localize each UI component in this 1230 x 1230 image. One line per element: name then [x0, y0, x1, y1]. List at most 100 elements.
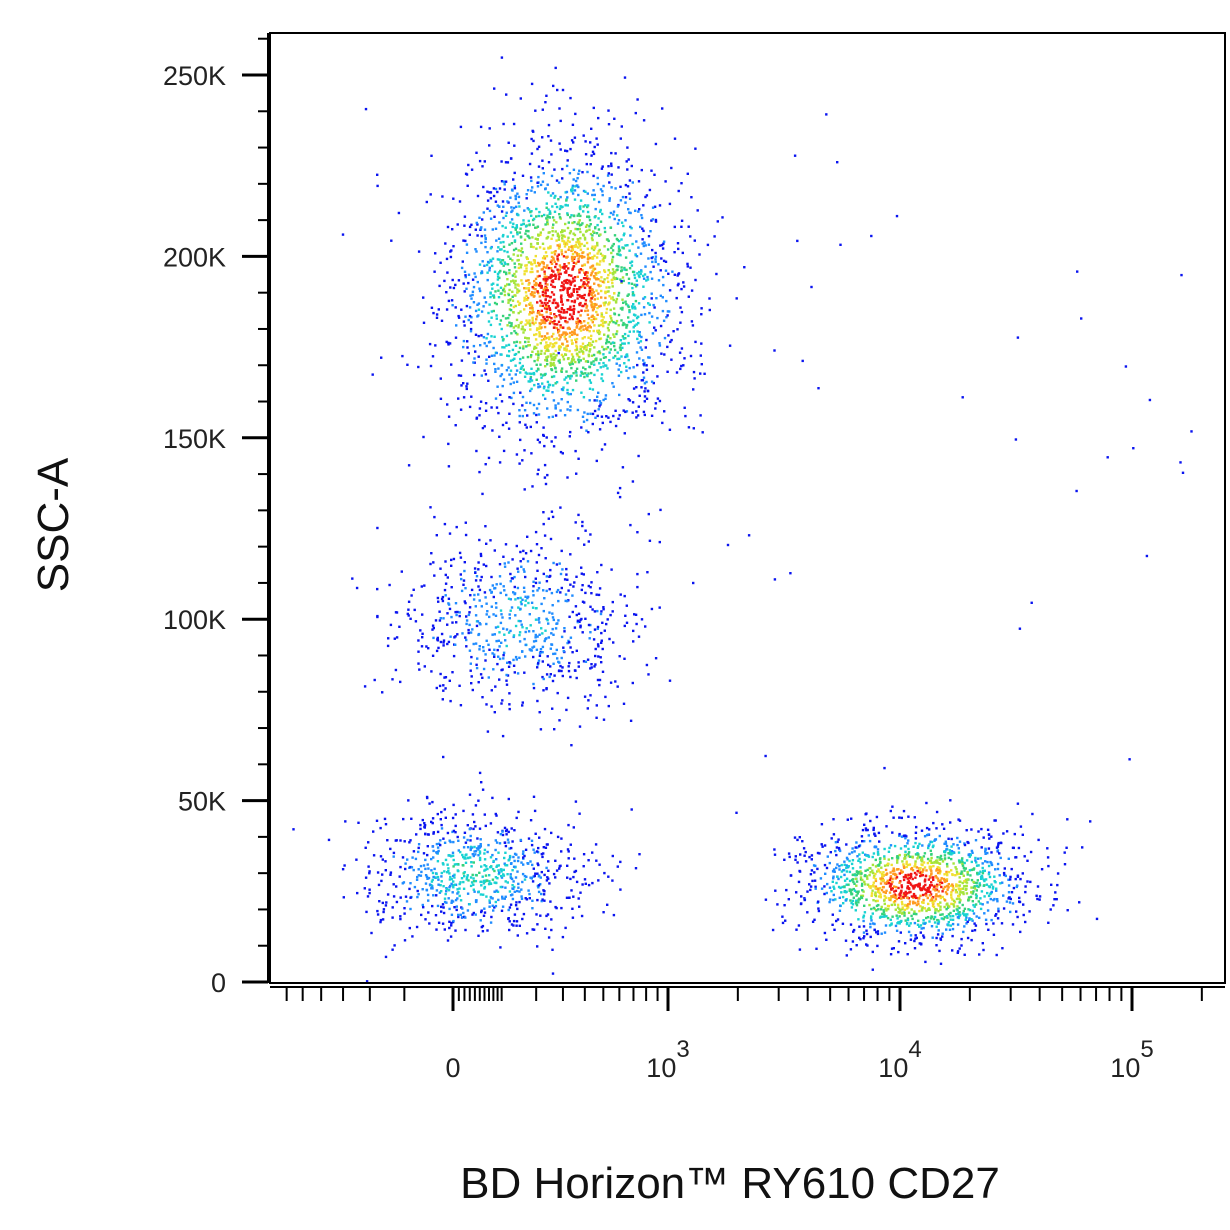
event-dot — [435, 649, 439, 653]
event-dot — [815, 947, 818, 950]
event-dot — [897, 886, 900, 890]
event-dot — [579, 268, 582, 271]
event-dot — [598, 428, 602, 431]
event-dot — [434, 252, 437, 255]
event-dot — [526, 298, 529, 301]
event-dot — [649, 270, 652, 274]
event-dot — [453, 906, 456, 909]
event-dot — [699, 414, 702, 417]
event-dot — [578, 243, 581, 246]
event-dot — [419, 827, 422, 831]
event-dot — [485, 895, 488, 898]
event-dot — [535, 264, 538, 268]
event-dot — [537, 327, 540, 331]
event-dot — [536, 358, 539, 362]
event-dot — [858, 925, 861, 928]
event-dot — [519, 227, 522, 230]
event-dot — [603, 871, 606, 875]
event-dot — [467, 631, 470, 635]
event-dot — [519, 620, 522, 623]
event-dot — [945, 892, 949, 896]
event-dot — [553, 319, 556, 323]
event-dot — [480, 781, 483, 784]
event-dot — [857, 901, 860, 904]
event-dot — [910, 872, 913, 876]
event-dot — [479, 554, 483, 558]
event-dot — [606, 367, 609, 370]
event-dot — [597, 250, 600, 253]
event-dot — [577, 212, 581, 216]
event-dot — [514, 373, 517, 376]
event-dot — [604, 296, 607, 300]
event-dot — [559, 310, 562, 314]
event-dot — [454, 898, 458, 902]
event-dots — [292, 56, 1193, 983]
event-dot — [922, 855, 926, 858]
event-dot — [550, 591, 554, 595]
event-dot — [543, 373, 546, 376]
event-dot — [566, 848, 570, 851]
event-dot — [639, 252, 643, 255]
event-dot — [500, 292, 503, 295]
event-dot — [379, 918, 383, 922]
event-dot — [584, 324, 587, 327]
event-dot — [392, 851, 396, 855]
event-dot — [594, 843, 598, 846]
event-dot — [835, 919, 838, 923]
event-dot — [545, 305, 548, 309]
event-dot — [511, 290, 514, 293]
event-dot — [646, 275, 649, 279]
event-dot — [895, 929, 899, 932]
event-dot — [593, 294, 597, 297]
event-dot — [885, 881, 889, 884]
event-dot — [589, 344, 592, 347]
event-dot — [588, 324, 591, 328]
event-dot — [555, 354, 558, 357]
event-dot — [874, 893, 877, 896]
event-dot — [721, 216, 724, 219]
event-dot — [504, 639, 507, 642]
event-dot — [798, 869, 801, 873]
event-dot — [596, 252, 599, 255]
event-dot — [525, 426, 528, 429]
event-dot — [500, 874, 503, 878]
event-dot — [531, 321, 534, 325]
event-dot — [594, 663, 597, 666]
event-dot — [517, 303, 521, 306]
event-dot — [536, 327, 539, 330]
event-dot — [566, 876, 569, 879]
event-dot — [848, 888, 851, 891]
event-dot — [485, 622, 488, 626]
event-dot — [773, 349, 776, 352]
event-dot — [448, 878, 452, 881]
event-dot — [579, 248, 583, 251]
event-dot — [519, 600, 523, 604]
event-dot — [516, 231, 519, 234]
event-dot — [673, 137, 677, 140]
event-dot — [920, 870, 924, 874]
event-dot — [554, 66, 557, 70]
event-dot — [1021, 872, 1024, 875]
event-dot — [505, 211, 508, 214]
event-dot — [635, 416, 638, 419]
event-dot — [728, 344, 732, 347]
event-dot — [948, 852, 951, 856]
event-dot — [600, 377, 603, 380]
event-dot — [587, 317, 591, 320]
event-dot — [344, 820, 347, 823]
event-dot — [566, 226, 570, 230]
event-dot — [629, 523, 632, 527]
event-dot — [607, 239, 610, 243]
event-dot — [659, 244, 662, 247]
event-dot — [559, 195, 562, 199]
event-dot — [543, 257, 547, 260]
event-dot — [610, 151, 613, 155]
event-dot — [530, 267, 533, 270]
event-dot — [914, 860, 917, 863]
event-dot — [483, 342, 486, 345]
event-dot — [517, 810, 520, 814]
event-dot — [607, 704, 610, 708]
event-dot — [535, 315, 539, 318]
event-dot — [507, 631, 511, 634]
event-dot — [505, 421, 508, 424]
